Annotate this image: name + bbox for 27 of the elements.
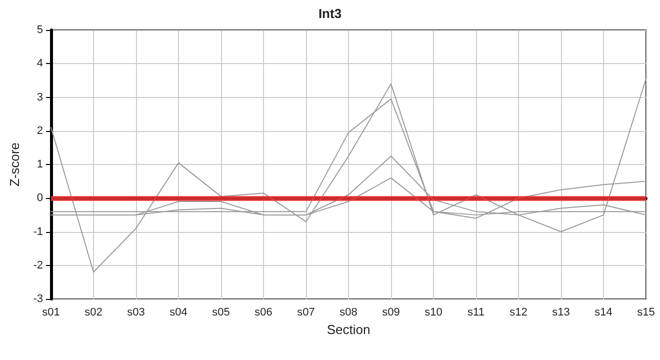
x-tick-label: s08	[340, 306, 358, 318]
x-tick-label: s09	[382, 306, 400, 318]
x-tick-label: s13	[552, 306, 570, 318]
x-tick-label: s07	[297, 306, 315, 318]
y-tick-label: 4	[36, 58, 43, 70]
x-tick-label: s10	[424, 306, 442, 318]
y-tick-label: -3	[33, 293, 43, 305]
x-tick-label: s14	[594, 306, 612, 318]
x-tick-label: s02	[84, 306, 102, 318]
y-tick-label: -1	[33, 226, 43, 238]
x-tick-label: s03	[127, 306, 145, 318]
x-tick-label: s05	[212, 306, 230, 318]
x-axis-title: Section	[326, 322, 370, 337]
y-tick-label: 3	[36, 91, 43, 104]
y-tick-label: 5	[36, 24, 43, 36]
y-tick-label: 2	[36, 124, 43, 137]
y-tick-label: 1	[36, 158, 43, 170]
x-tick-label: s01	[42, 306, 60, 318]
y-tick-label: 0	[36, 192, 43, 204]
x-tick-label: s11	[468, 306, 484, 318]
y-tick-label: -2	[33, 259, 43, 272]
y-axis-title: Z-score	[7, 142, 22, 187]
x-tick-label: s04	[170, 306, 188, 318]
x-tick-label: s15	[637, 306, 655, 318]
chart-title: Int3	[318, 6, 342, 21]
x-tick-label: s12	[510, 306, 528, 318]
x-tick-label: s06	[254, 306, 272, 318]
